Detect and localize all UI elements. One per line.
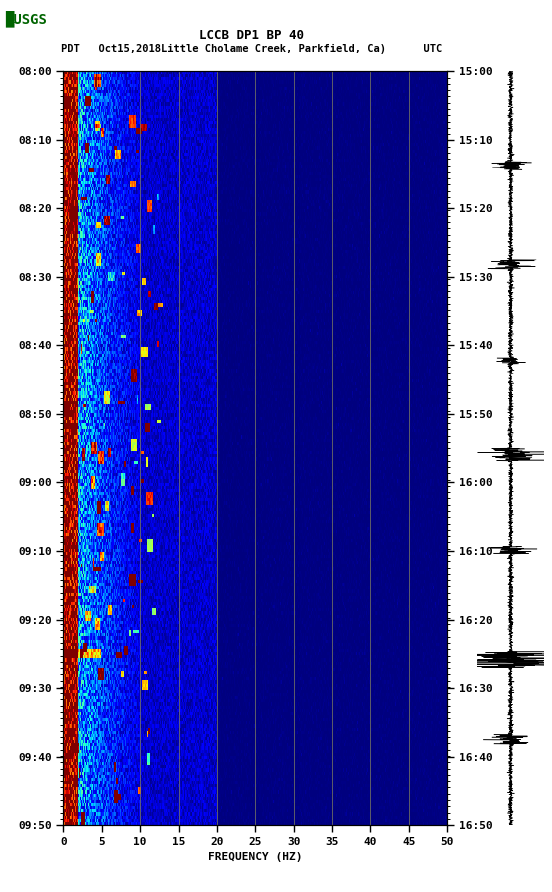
Text: █USGS: █USGS (6, 11, 47, 28)
X-axis label: FREQUENCY (HZ): FREQUENCY (HZ) (208, 853, 302, 863)
Text: LCCB DP1 BP 40: LCCB DP1 BP 40 (199, 29, 304, 42)
Text: PDT   Oct15,2018Little Cholame Creek, Parkfield, Ca)      UTC: PDT Oct15,2018Little Cholame Creek, Park… (61, 44, 442, 54)
